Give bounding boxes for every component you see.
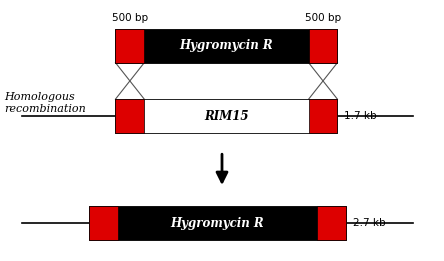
Text: Hygromycin R: Hygromycin R — [171, 217, 264, 230]
Bar — [309, 29, 337, 63]
Bar — [309, 99, 337, 133]
Bar — [115, 29, 144, 63]
Bar — [89, 206, 118, 240]
Text: 500 bp: 500 bp — [112, 14, 148, 23]
Bar — [115, 29, 337, 63]
Text: Homologous
recombination: Homologous recombination — [4, 92, 86, 114]
Bar — [317, 206, 346, 240]
Text: RIM15: RIM15 — [204, 110, 249, 123]
Bar — [115, 99, 337, 133]
Text: Hygromycin R: Hygromycin R — [180, 39, 273, 52]
Text: 2.7 kb: 2.7 kb — [353, 218, 385, 228]
Text: 1.7 kb: 1.7 kb — [344, 111, 377, 121]
Text: 500 bp: 500 bp — [305, 14, 341, 23]
Bar — [115, 99, 144, 133]
Bar — [89, 206, 346, 240]
